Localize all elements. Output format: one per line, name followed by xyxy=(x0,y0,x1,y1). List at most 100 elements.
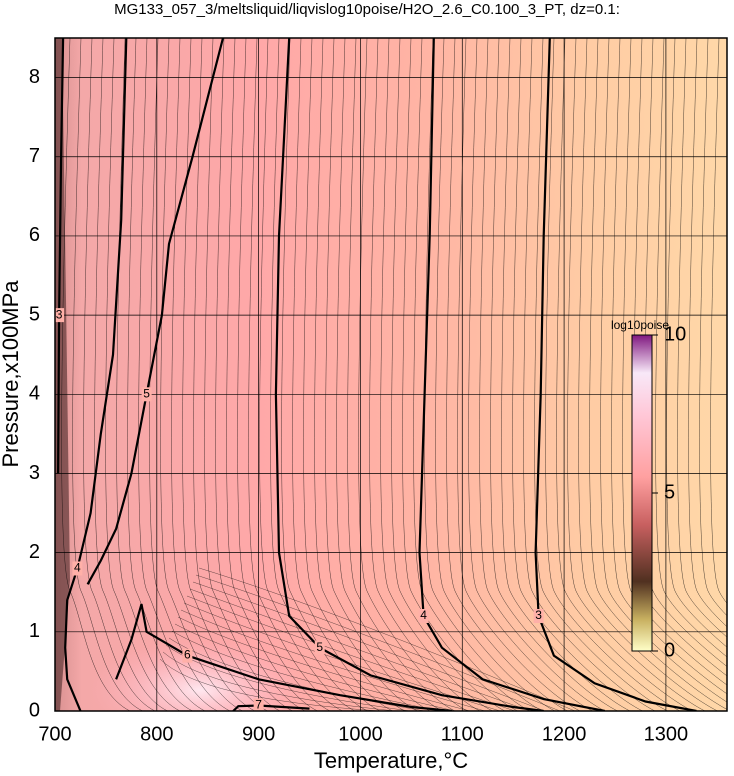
thin-contour xyxy=(655,38,727,658)
thin-contour xyxy=(171,630,441,711)
thin-contour xyxy=(622,38,727,686)
contour-label: 5 xyxy=(316,640,323,654)
x-tick-label: 1300 xyxy=(644,723,689,745)
y-tick-label: 4 xyxy=(29,383,40,405)
thin-contour xyxy=(391,38,506,711)
thin-contour xyxy=(94,38,168,711)
thin-contour xyxy=(710,38,727,604)
y-tick-label: 6 xyxy=(29,224,40,246)
thin-contour xyxy=(195,574,561,711)
y-tick-label: 2 xyxy=(29,541,40,563)
contour-label: 3 xyxy=(535,608,542,622)
thin-contour xyxy=(270,38,368,711)
thin-contour xyxy=(314,38,418,711)
plot-background xyxy=(55,38,727,711)
contour-line xyxy=(232,704,310,711)
thin-contour xyxy=(457,38,581,711)
thin-contour xyxy=(192,581,546,711)
x-tick-label: 800 xyxy=(140,723,173,745)
y-tick-label: 1 xyxy=(29,620,40,642)
thin-contour xyxy=(336,38,443,711)
thin-contour xyxy=(83,38,156,711)
contour-label-bg xyxy=(72,561,83,576)
thin-contour xyxy=(162,651,396,711)
x-tick-label: 900 xyxy=(242,723,275,745)
thin-contour xyxy=(666,38,727,648)
thin-contour xyxy=(600,38,727,703)
contour-label: 7 xyxy=(255,698,262,712)
thin-contour xyxy=(127,38,206,711)
contour-label: 3 xyxy=(56,307,63,321)
contour-line xyxy=(57,38,65,474)
thin-contour xyxy=(72,38,143,711)
thin-contour xyxy=(413,38,531,711)
thin-contour xyxy=(105,38,181,711)
thin-contour xyxy=(183,602,501,711)
thin-contour xyxy=(248,38,343,711)
thin-contour xyxy=(468,38,593,711)
y-tick-label: 5 xyxy=(29,303,40,325)
thin-contour xyxy=(189,588,531,711)
thin-contour xyxy=(237,38,331,711)
thin-contour xyxy=(556,38,693,711)
thin-contour xyxy=(159,658,381,711)
highlight xyxy=(90,640,310,711)
thin-contour xyxy=(501,38,631,711)
y-tick-label: 8 xyxy=(29,66,40,88)
thin-contour xyxy=(160,38,243,711)
plot-frame xyxy=(54,37,728,712)
thin-contour xyxy=(479,38,606,711)
contour-label-bg xyxy=(141,387,152,402)
colorbar-label: log10poise xyxy=(611,318,669,332)
x-tick-label: 1000 xyxy=(338,723,383,745)
thin-contour xyxy=(490,38,618,711)
thin-contour xyxy=(347,38,456,711)
thin-contour xyxy=(165,644,411,711)
thin-contour xyxy=(177,616,471,711)
contour-line xyxy=(274,38,544,711)
thin-contour xyxy=(534,38,668,711)
thin-contour xyxy=(611,38,727,695)
y-tick-label: 3 xyxy=(29,462,40,484)
thin-contour xyxy=(292,38,393,711)
thin-contour xyxy=(424,38,543,711)
thin-contour xyxy=(512,38,643,711)
thin-contour xyxy=(358,38,468,711)
plot: 3 4 5 5 4 6 7 3 xyxy=(55,38,727,712)
contour-label: 4 xyxy=(420,608,427,622)
contour-label-bg xyxy=(314,640,325,655)
thin-contour xyxy=(204,38,293,711)
thin-contour xyxy=(567,38,706,711)
x-axis-label: Temperature,°C xyxy=(314,748,468,773)
colorbar-tick-label: 5 xyxy=(664,481,675,503)
thin-contour xyxy=(174,623,456,711)
thin-contour xyxy=(688,38,727,628)
contour-label-bg xyxy=(253,698,264,711)
contour-label: 6 xyxy=(184,648,191,662)
thin-contour xyxy=(138,38,218,711)
contour-label-bg xyxy=(182,648,193,663)
x-tick-label: 1200 xyxy=(542,723,587,745)
x-tick-label: 700 xyxy=(38,723,71,745)
y-axis-label: Pressure,x100MPa xyxy=(0,280,23,468)
contour-label-bg xyxy=(418,608,429,623)
thin-contour xyxy=(281,38,381,711)
colorbar-tick-label: 0 xyxy=(664,639,675,661)
thin-contour xyxy=(325,38,431,711)
contour-label-bg xyxy=(55,308,65,323)
contour-line xyxy=(64,38,128,711)
thin-contour xyxy=(61,38,131,711)
contour-label: 4 xyxy=(74,561,81,575)
thin-contours xyxy=(61,38,727,711)
thin-contour xyxy=(193,38,281,711)
thin-contour xyxy=(369,38,481,711)
thin-contour xyxy=(545,38,681,711)
thin-contour xyxy=(523,38,656,711)
thin-contour xyxy=(677,38,727,638)
chart-title: MG133_057_3/meltsliquid/liqvislog10poise… xyxy=(114,1,620,18)
thin-contour xyxy=(198,567,576,711)
thin-contour xyxy=(182,38,268,711)
contour-label-bg xyxy=(533,608,544,623)
thin-contour xyxy=(578,38,718,711)
